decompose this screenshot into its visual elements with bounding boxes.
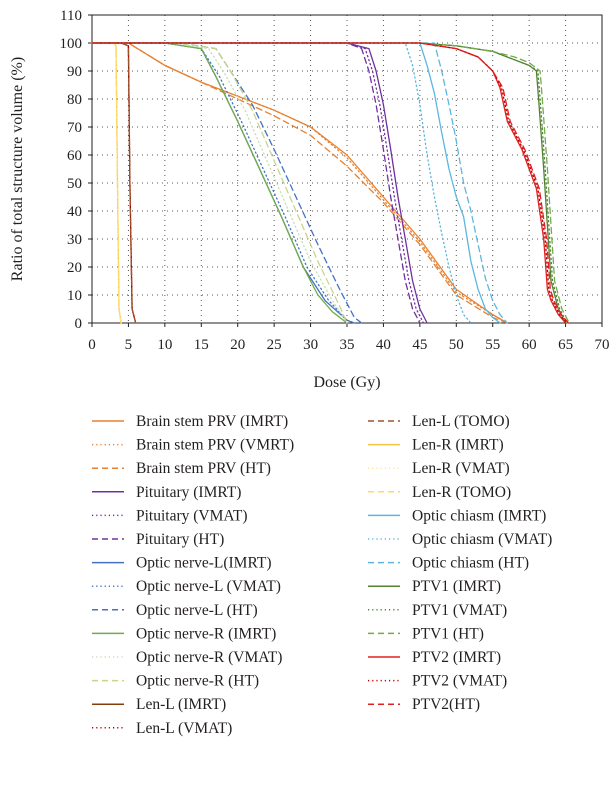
- legend-label: Brain stem PRV (IMRT): [136, 413, 288, 430]
- series-line-19: [91, 42, 472, 324]
- series-line-24: [91, 42, 567, 324]
- series-line-5: [91, 42, 421, 324]
- legend-label: Optic nerve-R (IMRT): [136, 625, 276, 642]
- legend-label: Len-R (IMRT): [412, 437, 504, 454]
- y-tick-label: 60: [67, 148, 82, 164]
- legend-label: Len-L (IMRT): [136, 696, 226, 713]
- y-tick-label: 30: [67, 232, 82, 248]
- y-tick-label: 20: [67, 260, 82, 276]
- legend-label: PTV1 (HT): [412, 625, 484, 642]
- x-tick-label: 40: [376, 337, 391, 353]
- series-line-9: [91, 42, 348, 324]
- legend-label: Optic chiasm (VMAT): [412, 531, 552, 548]
- series-line-22: [91, 42, 568, 324]
- legend-label: Len-L (VMAT): [136, 720, 232, 737]
- x-tick-label: 70: [595, 337, 610, 353]
- y-axis-title: Ratio of total structure volume (%): [9, 57, 26, 281]
- x-tick-label: 60: [522, 337, 537, 353]
- legend-label: PTV2 (IMRT): [412, 649, 501, 666]
- legend-label: Brain stem PRV (VMRT): [136, 437, 294, 454]
- series-line-4: [91, 42, 425, 324]
- legend-label: PTV2(HT): [412, 696, 480, 713]
- x-axis-title: Dose (Gy): [313, 374, 380, 391]
- series-line-23: [91, 42, 570, 324]
- y-tick-label: 80: [67, 92, 82, 108]
- x-tick-label: 45: [412, 337, 427, 353]
- x-tick-label: 35: [340, 337, 355, 353]
- legend-label: Optic chiasm (HT): [412, 555, 529, 572]
- legend-label: Brain stem PRV (HT): [136, 460, 271, 477]
- legend-label: Optic nerve-L (HT): [136, 602, 258, 619]
- x-tick-label: 50: [449, 337, 464, 353]
- legend-label: Optic nerve-R (HT): [136, 673, 259, 690]
- legend-label: Optic chiasm (IMRT): [412, 507, 546, 524]
- y-tick-label: 100: [60, 36, 83, 52]
- series-line-1: [91, 42, 508, 324]
- y-tick-label: 50: [67, 176, 82, 192]
- series-line-25: [91, 42, 568, 324]
- legend-label: Len-R (TOMO): [412, 484, 511, 501]
- y-tick-label: 0: [75, 316, 83, 332]
- series-line-3: [91, 42, 428, 324]
- x-tick-label: 10: [157, 337, 172, 353]
- series-line-17: [91, 42, 122, 324]
- legend-label: PTV1 (IMRT): [412, 578, 501, 595]
- x-tick-label: 65: [558, 337, 573, 353]
- legend-label: PTV1 (VMAT): [412, 602, 507, 619]
- legend: Brain stem PRV (IMRT) Brain stem PRV (VMR…: [92, 413, 552, 737]
- series-line-2: [91, 42, 508, 324]
- legend-label: Len-R (VMAT): [412, 460, 510, 477]
- y-tick-label: 70: [67, 120, 82, 136]
- legend-label: Len-L (TOMO): [412, 413, 510, 430]
- x-tick-label: 55: [485, 337, 500, 353]
- y-tick-label: 110: [60, 8, 82, 24]
- x-tick-label: 5: [125, 337, 133, 353]
- tick-labels: 0 5 10 15 20 25 30 35 40 45 50 55 60 65 70 0 10 20 30 40 50 6…: [60, 8, 610, 353]
- legend-label: Optic nerve-L(IMRT): [136, 555, 272, 572]
- x-tick-label: 15: [194, 337, 209, 353]
- series-line-20: [91, 42, 508, 324]
- legend-label: Optic nerve-L (VMAT): [136, 578, 281, 595]
- legend-label: Pituitary (VMAT): [136, 507, 248, 524]
- series-line-11: [91, 42, 348, 324]
- x-tick-label: 0: [88, 337, 96, 353]
- series-line-14: [91, 42, 137, 324]
- legend-label: Pituitary (IMRT): [136, 484, 241, 501]
- legend-label: Optic nerve-R (VMAT): [136, 649, 282, 666]
- legend-label: PTV2 (VMAT): [412, 673, 507, 690]
- y-tick-label: 10: [67, 288, 82, 304]
- x-tick-label: 30: [303, 337, 318, 353]
- series-lines: [91, 42, 570, 324]
- legend-label: Pituitary (HT): [136, 531, 224, 548]
- y-tick-label: 90: [67, 64, 82, 80]
- x-tick-label: 25: [267, 337, 282, 353]
- series-line-18: [91, 42, 501, 324]
- series-line-21: [91, 42, 567, 324]
- x-tick-label: 20: [230, 337, 245, 353]
- y-tick-label: 40: [67, 204, 82, 220]
